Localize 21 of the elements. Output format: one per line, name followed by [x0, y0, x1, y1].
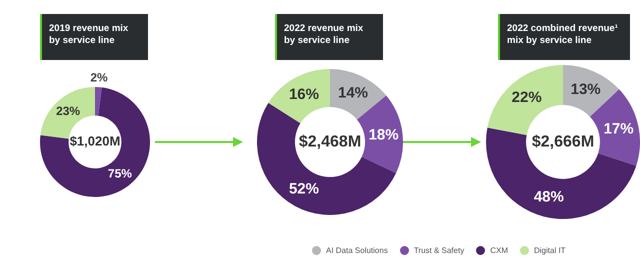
data-label: 23%: [56, 104, 80, 118]
data-label: 16%: [288, 86, 319, 103]
data-label: 14%: [338, 84, 368, 102]
data-label: 17%: [604, 120, 634, 138]
data-label: 48%: [534, 188, 564, 206]
data-label: 2%: [90, 70, 108, 84]
text: $1,020M: [70, 134, 120, 149]
data-label: 52%: [288, 180, 319, 198]
legend-label: AI Data Solutions: [326, 246, 388, 255]
data-label: 18%: [368, 126, 399, 144]
chart-title: 2019 revenue mix by service line: [40, 14, 148, 60]
text: $2,666M: [532, 133, 594, 150]
legend-label: Trust & Safety: [414, 246, 464, 255]
chart-title: 2022 combined revenue¹ mix by service line: [498, 14, 630, 60]
text: $2,468M: [298, 133, 362, 150]
legend-label: CXM: [490, 246, 508, 255]
chart-title: 2022 revenue mix by service line: [275, 14, 383, 60]
legend-label: Digital IT: [534, 246, 566, 255]
data-label: 22%: [512, 89, 542, 106]
data-label: 13%: [570, 80, 601, 98]
data-label: 75%: [108, 166, 132, 180]
